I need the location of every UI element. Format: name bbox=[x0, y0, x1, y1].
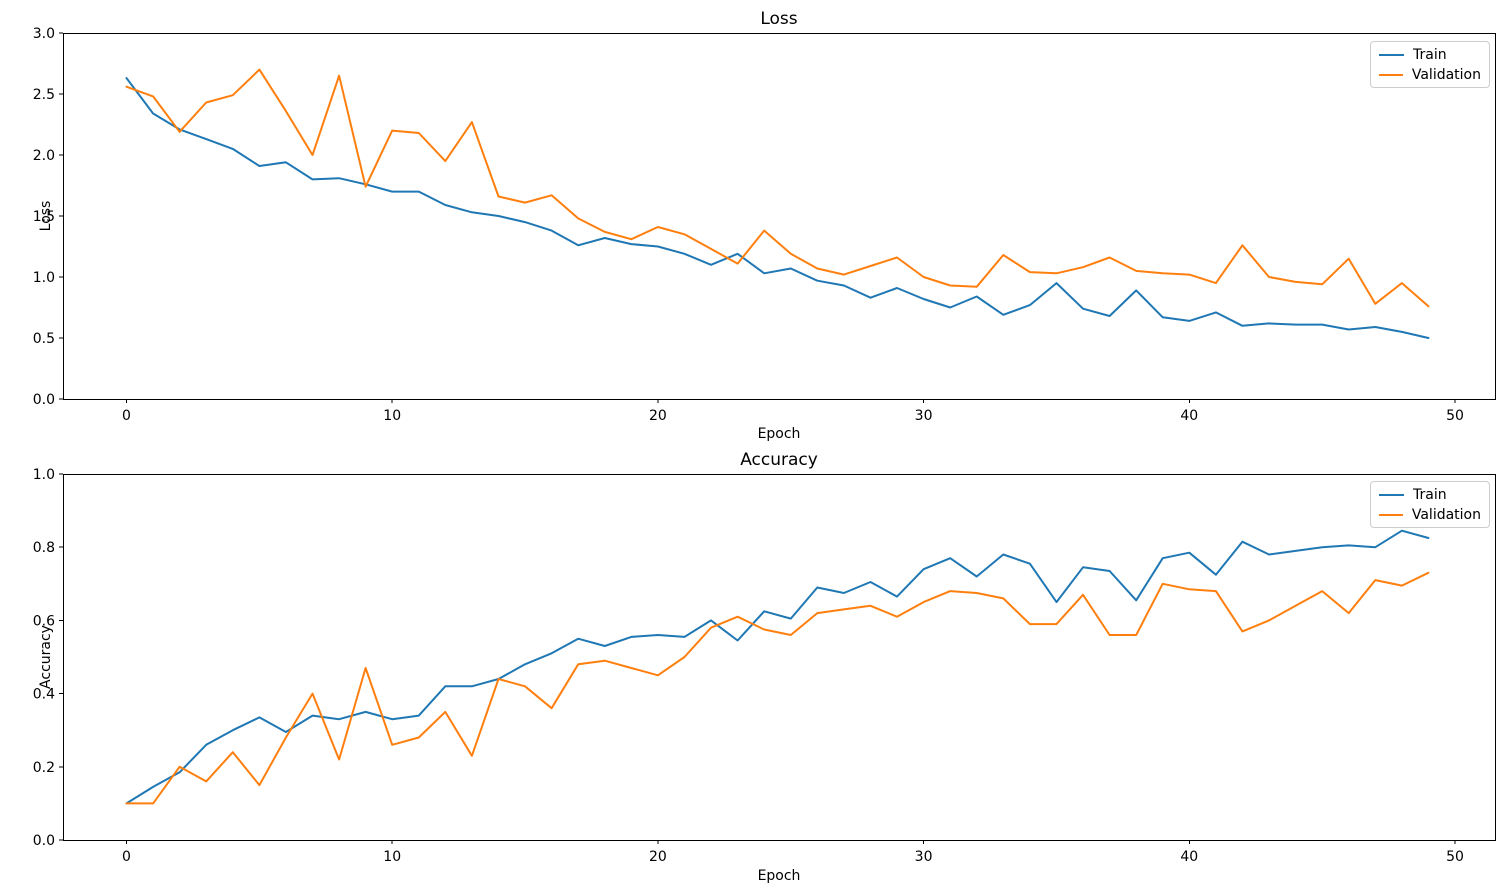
x-tick-label: 50 bbox=[1446, 849, 1464, 865]
train-line-swatch bbox=[1379, 493, 1404, 496]
axes-frame bbox=[63, 33, 1496, 400]
y-tick-label: 3.0 bbox=[33, 26, 55, 42]
y-tick-label: 0.0 bbox=[33, 392, 55, 408]
accuracy-plot-area: 0.0 0.2 0.4 0.6 0.8 1.0 0 10 20 30 40 50 bbox=[33, 467, 1496, 865]
train-line bbox=[125, 77, 1430, 339]
x-tick-label: 0 bbox=[122, 849, 131, 865]
legend-label-validation: Validation bbox=[1411, 506, 1481, 523]
validation-line bbox=[125, 571, 1430, 805]
y-tick-label: 0.8 bbox=[33, 540, 55, 556]
accuracy-chart-title: Accuracy bbox=[740, 450, 818, 470]
x-tick-label: 20 bbox=[649, 849, 667, 865]
y-tick-label: 1.0 bbox=[33, 467, 55, 483]
x-tick-label: 40 bbox=[1180, 849, 1198, 865]
y-tick-label: 0.2 bbox=[33, 760, 55, 776]
x-tick-label: 30 bbox=[915, 849, 933, 865]
x-tick-label: 10 bbox=[383, 849, 401, 865]
x-tick-label: 40 bbox=[1180, 408, 1198, 424]
accuracy-x-axis-label: Epoch bbox=[757, 868, 801, 884]
y-tick-label: 0.4 bbox=[33, 687, 55, 703]
legend-item-train: Train bbox=[1379, 46, 1481, 63]
y-tick-label: 0.0 bbox=[33, 833, 55, 849]
x-tick-label: 50 bbox=[1446, 408, 1464, 424]
legend-item-train: Train bbox=[1379, 486, 1481, 503]
validation-line-swatch bbox=[1379, 513, 1403, 516]
validation-line-swatch bbox=[1379, 73, 1403, 76]
x-tick-label: 10 bbox=[383, 408, 401, 424]
x-tick-label: 20 bbox=[649, 408, 667, 424]
legend-label-train: Train bbox=[1413, 486, 1447, 503]
loss-plot-area: 0.0 0.5 1.0 1.5 2.0 2.5 3.0 0 10 20 30 40 50 bbox=[33, 26, 1496, 424]
train-line-swatch bbox=[1379, 53, 1404, 56]
legend-label-validation: Validation bbox=[1411, 66, 1481, 83]
legend-item-validation: Validation bbox=[1379, 66, 1481, 83]
legend-label-train: Train bbox=[1413, 46, 1447, 63]
y-tick-label: 1.0 bbox=[33, 270, 55, 286]
loss-x-axis-label: Epoch bbox=[757, 426, 801, 442]
y-tick-label: 0.5 bbox=[33, 331, 55, 347]
loss-y-axis-label: Loss bbox=[38, 200, 54, 232]
train-line bbox=[125, 529, 1430, 805]
x-tick-label: 0 bbox=[122, 408, 131, 424]
accuracy-y-axis-label: Accuracy bbox=[38, 625, 54, 689]
accuracy-legend: Train Validation bbox=[1370, 481, 1490, 528]
y-tick-label: 2.0 bbox=[33, 148, 55, 164]
y-tick-label: 2.5 bbox=[33, 87, 55, 103]
x-tick-label: 30 bbox=[915, 408, 933, 424]
y-tick-label: 1.5 bbox=[33, 209, 55, 225]
validation-line bbox=[125, 68, 1430, 308]
y-tick-label: 0.6 bbox=[33, 613, 55, 629]
loss-legend: Train Validation bbox=[1370, 41, 1490, 88]
loss-chart-title: Loss bbox=[760, 9, 798, 29]
legend-item-validation: Validation bbox=[1379, 506, 1481, 523]
axes-frame bbox=[63, 474, 1496, 841]
